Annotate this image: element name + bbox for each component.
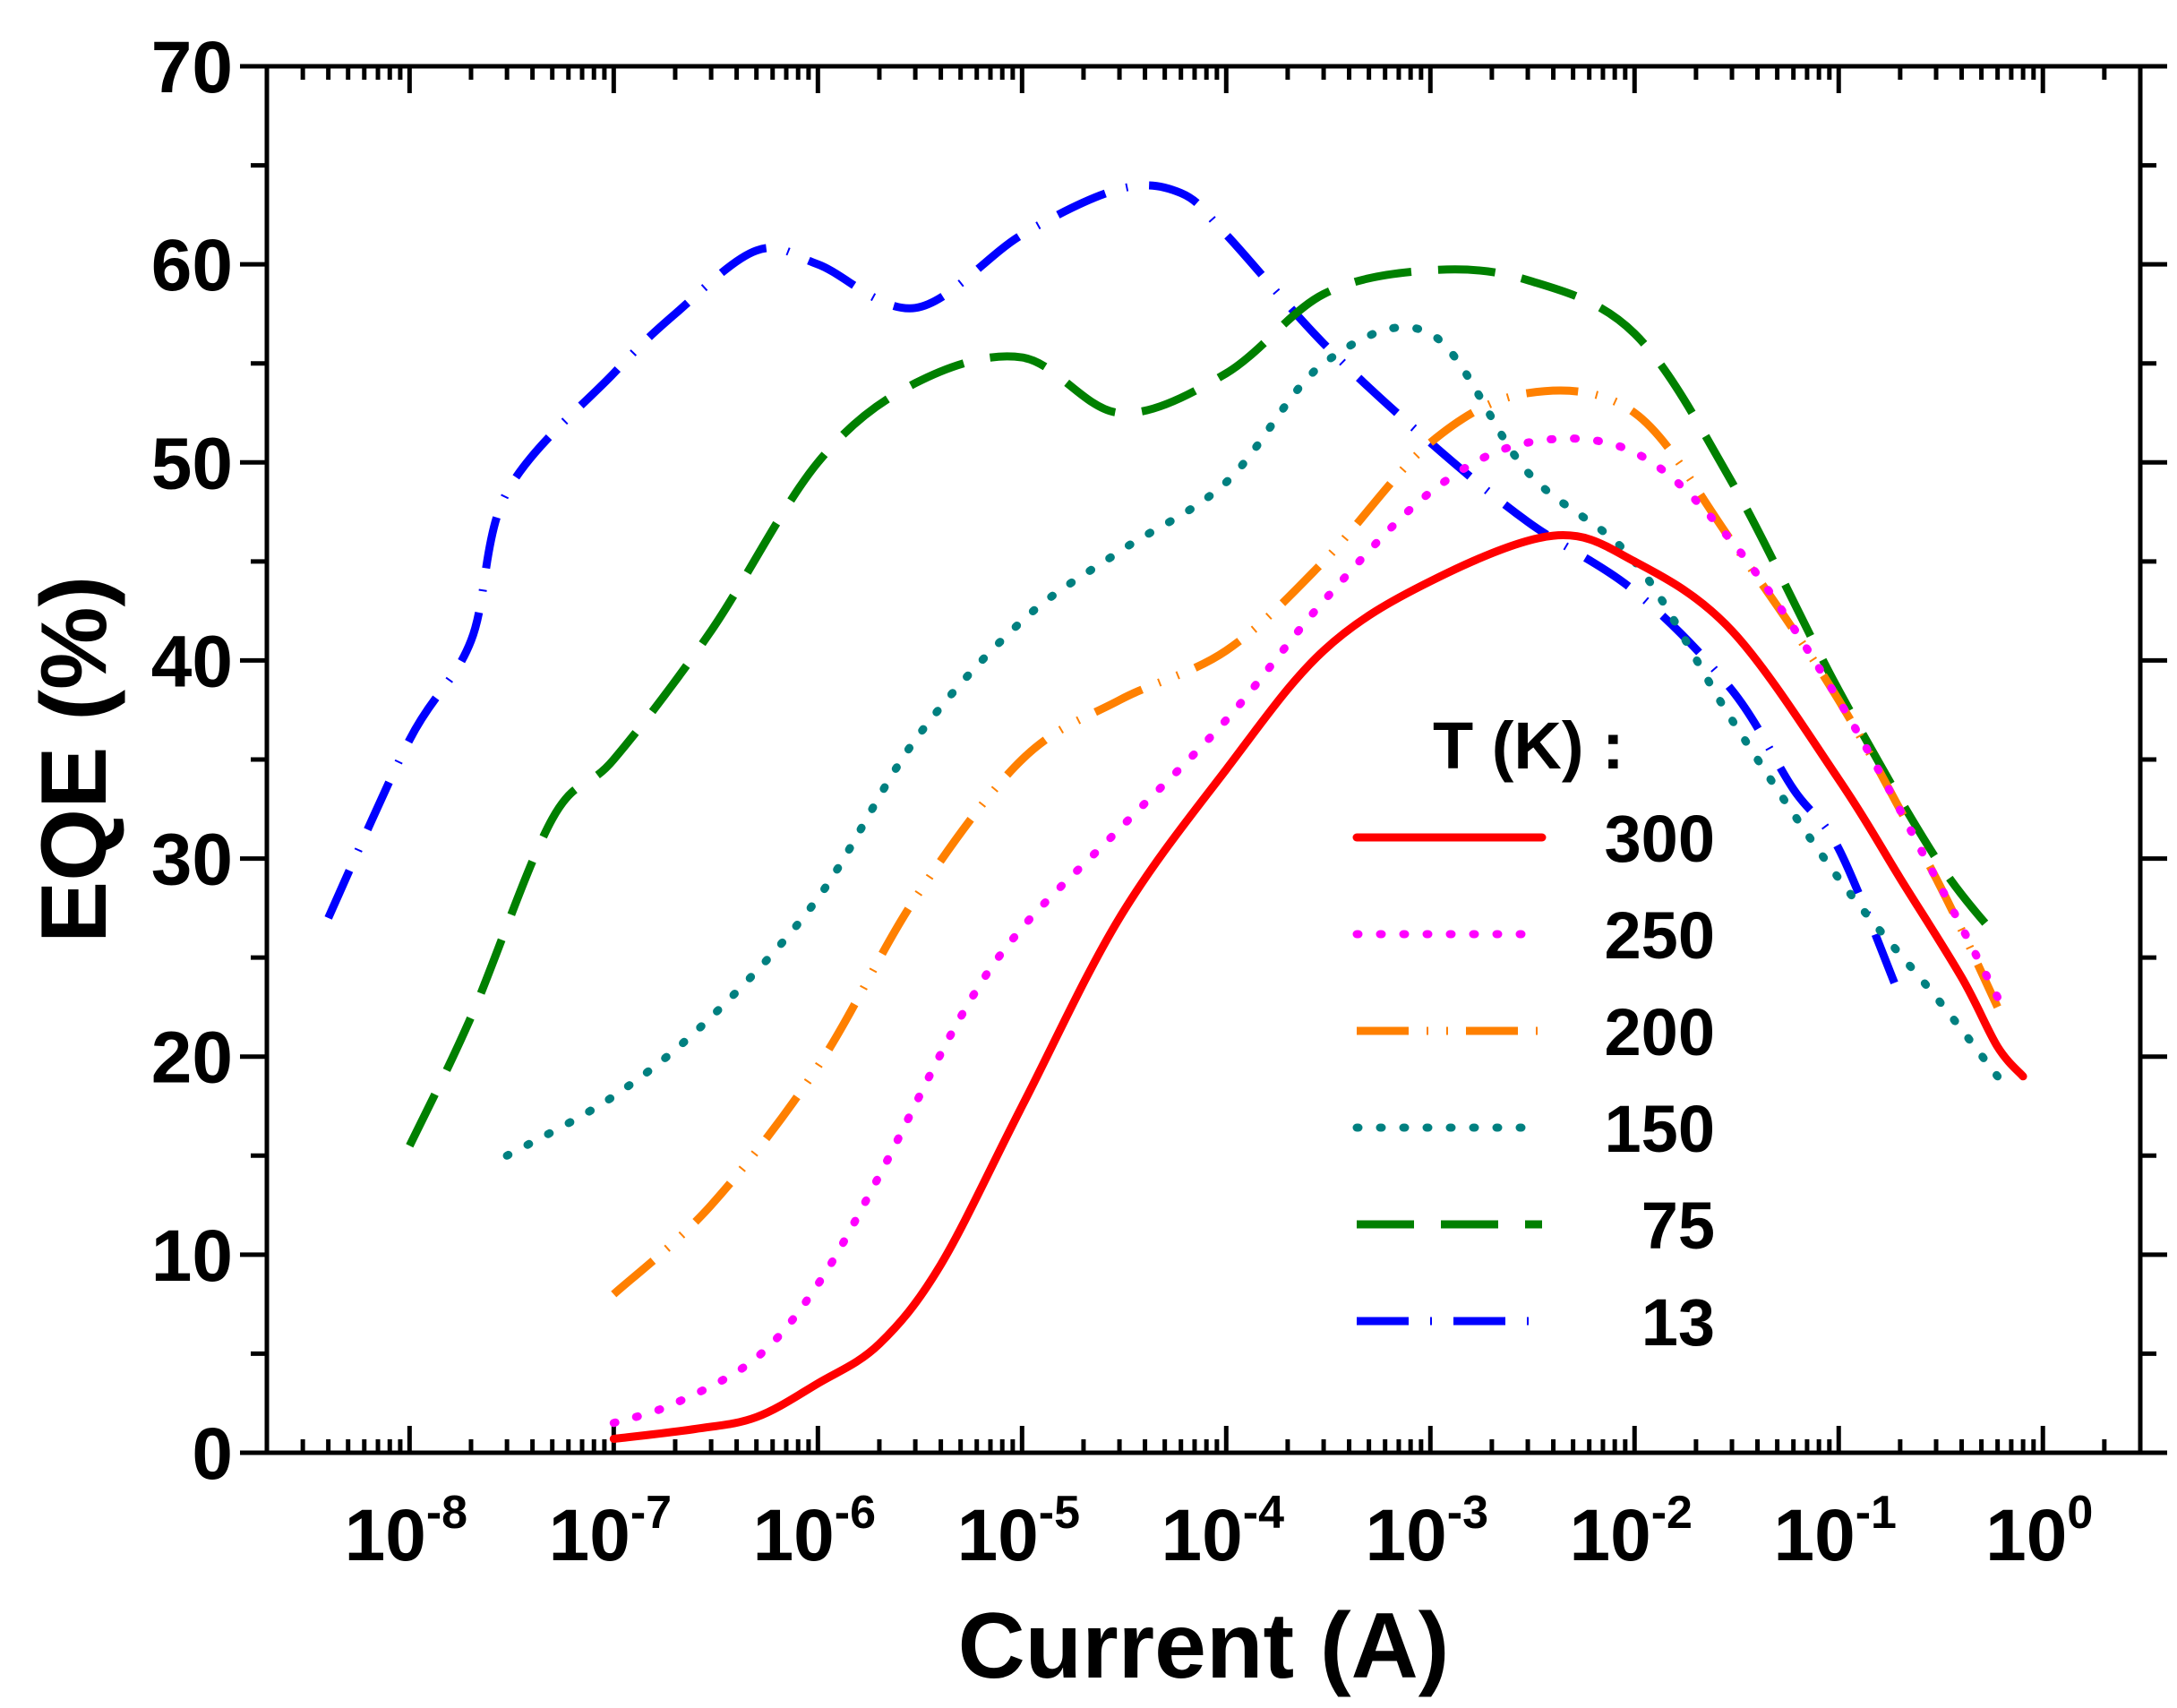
legend-label-300K: 300 [1605,802,1715,876]
legend-label-75K: 75 [1641,1189,1715,1263]
legend-label-150K: 150 [1605,1092,1715,1166]
legend-label-200K: 200 [1605,995,1715,1069]
y-tick-label: 70 [151,27,233,108]
y-tick-label: 40 [151,621,233,702]
legend-title: T (K) : [1433,708,1624,783]
y-tick-label: 50 [151,423,233,504]
y-axis-title: EQE (%) [22,576,126,943]
x-tick-label: 10-7 [549,1487,672,1576]
series-line-300K [609,531,2027,1443]
x-tick-label: 10-3 [1366,1487,1488,1576]
x-tick-label: 100 [1985,1487,2093,1576]
legend-label-13K: 13 [1641,1285,1715,1360]
y-tick-label: 10 [151,1215,233,1297]
x-tick-label: 10-4 [1161,1487,1285,1576]
x-tick-label: 10-1 [1774,1487,1897,1576]
legend-label-250K: 250 [1605,898,1715,973]
tick-labels: 0 10 20 30 40 50 60 70 10-8 10-7 10-6 10-5 10-4 10-3 1… [151,27,2094,1576]
plot-series [324,181,2027,1443]
series-line-75K [406,265,2001,1148]
series-line-200K [611,386,2001,1298]
x-tick-label: 10-6 [753,1487,876,1576]
y-tick-label: 0 [192,1413,233,1495]
y-tick-label: 20 [151,1017,233,1099]
series-line-150K [502,322,2002,1160]
x-tick-label: 10-2 [1570,1487,1693,1576]
y-tick-label: 30 [151,820,233,901]
x-tick-label: 10-5 [957,1487,1080,1576]
plot-frame [264,64,2143,1455]
x-tick-label: 10-8 [345,1487,467,1576]
legend: T (K) : 300 250 200 150 75 13 [1352,708,1715,1360]
y-tick-label: 60 [151,225,233,306]
x-axis-title: Current (A) [958,1594,1450,1698]
